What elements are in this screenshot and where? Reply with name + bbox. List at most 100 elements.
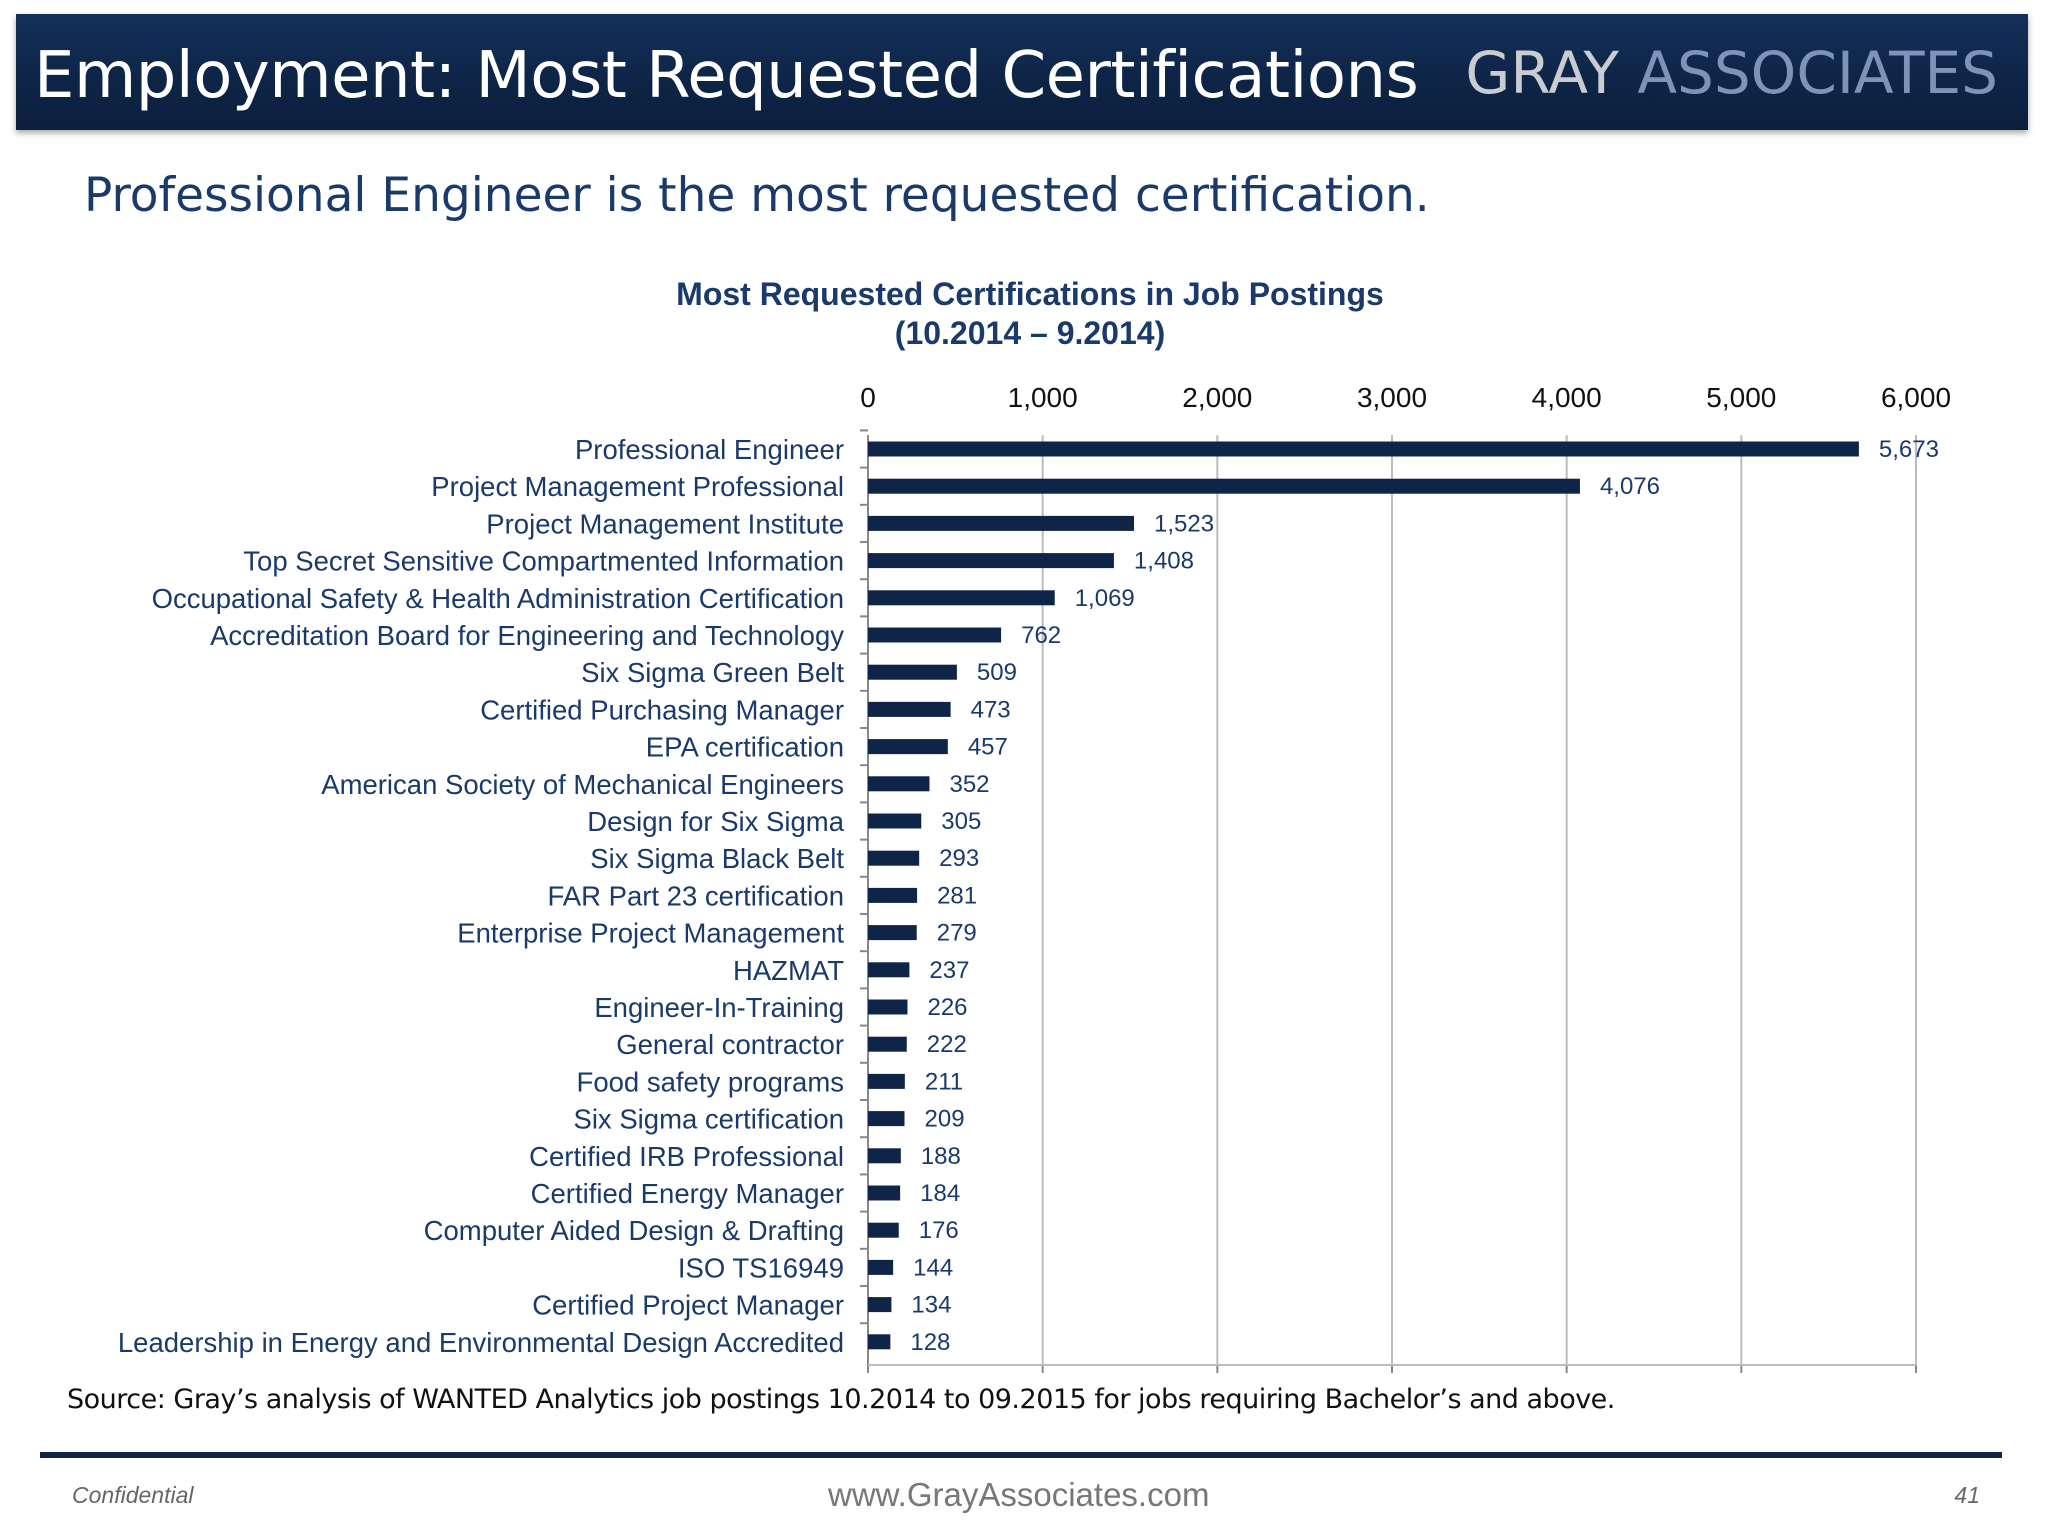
x-tick-label: 2,000 [1182, 382, 1252, 413]
slide-title: Employment: Most Requested Certification… [34, 39, 1419, 113]
slide-subtitle: Professional Engineer is the most reques… [84, 168, 1430, 223]
chart-title-date-range: (10.2014 – 9.2014) [895, 315, 1165, 351]
slide-header: Employment: Most Requested Certification… [16, 14, 2028, 130]
bar [868, 739, 948, 755]
category-label: Certified Purchasing Manager [480, 694, 844, 725]
logo-text-associates: ASSOCIATES [1637, 39, 1998, 107]
bar [868, 627, 1002, 643]
bar [868, 850, 920, 866]
gray-associates-logo: GRAY ASSOCIATES [1465, 44, 1998, 102]
bar [868, 701, 951, 717]
bar-value-label: 4,076 [1600, 473, 1660, 500]
chart-axes [860, 429, 1917, 1373]
logo-text-gray: GRAY [1465, 39, 1619, 107]
bar [868, 1185, 901, 1201]
bar-value-label: 184 [920, 1180, 960, 1207]
category-label: Certified Energy Manager [531, 1178, 844, 1209]
category-label: Certified Project Manager [532, 1290, 844, 1321]
category-label: General contractor [616, 1029, 844, 1060]
bar [868, 441, 1859, 457]
x-tick-label: 1,000 [1008, 382, 1078, 413]
bar [868, 1334, 891, 1350]
chart-gridlines [1041, 435, 1917, 1365]
x-tick-label: 4,000 [1532, 382, 1602, 413]
footer-page-number: 41 [1954, 1482, 1980, 1508]
bar [868, 1148, 901, 1164]
x-tick-label: 5,000 [1706, 382, 1776, 413]
footer-website-link[interactable]: www.GrayAssociates.com [828, 1476, 1210, 1513]
bar-value-label: 209 [925, 1106, 965, 1133]
bar-value-label: 352 [949, 771, 989, 798]
bar-value-label: 144 [913, 1254, 953, 1281]
category-label: Occupational Safety & Health Administrat… [152, 583, 844, 614]
category-label: Leadership in Energy and Environmental D… [118, 1327, 844, 1358]
category-label: Six Sigma Green Belt [581, 657, 844, 688]
bar [868, 962, 910, 978]
bar-value-label: 5,673 [1879, 436, 1939, 463]
bar-value-label: 762 [1021, 622, 1061, 649]
bar-value-label: 211 [925, 1068, 963, 1095]
bar [868, 1073, 905, 1089]
bar [868, 887, 918, 903]
category-label: Top Secret Sensitive Compartmented Infor… [243, 546, 844, 577]
bar-value-label: 1,069 [1075, 585, 1135, 612]
category-label: Design for Six Sigma [587, 806, 844, 837]
bar [868, 590, 1055, 606]
source-note: Source: Gray’s analysis of WANTED Analyt… [67, 1384, 1615, 1415]
footer-divider [40, 1452, 2002, 1458]
bar-value-label: 305 [941, 808, 981, 835]
x-tick-label: 3,000 [1357, 382, 1427, 413]
bar [868, 515, 1135, 531]
category-label: Six Sigma Black Belt [590, 843, 844, 874]
x-tick-label: 6,000 [1881, 382, 1951, 413]
bar [868, 925, 917, 941]
bar-value-label: 473 [971, 696, 1011, 723]
bar-value-label: 222 [927, 1031, 967, 1058]
certifications-bar-chart: Most Requested Certifications in Job Pos… [118, 276, 1951, 1373]
bar [868, 1222, 899, 1238]
category-label: Accreditation Board for Engineering and … [210, 620, 844, 651]
category-label: HAZMAT [733, 955, 844, 986]
bar [868, 1036, 907, 1052]
category-label: Professional Engineer [575, 434, 844, 465]
footer-confidential: Confidential [72, 1482, 194, 1508]
bar-value-label: 134 [911, 1292, 951, 1319]
bar-value-label: 1,523 [1154, 510, 1214, 537]
x-tick-label: 0 [860, 382, 876, 413]
bar [868, 1259, 894, 1275]
bar [868, 999, 908, 1015]
bar-value-label: 176 [919, 1217, 959, 1244]
bar [868, 664, 957, 680]
category-label: Project Management Professional [431, 471, 844, 502]
bar-value-label: 509 [977, 659, 1017, 686]
category-label: Enterprise Project Management [457, 918, 844, 949]
chart-labels: 0 1,000 2,000 3,000 4,000 5,000 6,000 Professio… [118, 382, 1951, 1358]
bar [868, 813, 922, 829]
bar [868, 478, 1580, 494]
bar-value-label: 128 [910, 1329, 950, 1356]
bar [868, 1297, 892, 1313]
category-label: Engineer-In-Training [594, 992, 844, 1023]
bar-value-label: 237 [929, 957, 969, 984]
category-label: Computer Aided Design & Drafting [424, 1215, 844, 1246]
category-label: EPA certification [646, 732, 844, 763]
bar-value-label: 1,408 [1134, 548, 1194, 575]
category-label: Six Sigma certification [573, 1104, 844, 1135]
bar [868, 1111, 905, 1127]
category-label: Food safety programs [577, 1066, 844, 1097]
category-label: ISO TS16949 [678, 1252, 844, 1283]
bar-value-label: 281 [937, 882, 977, 909]
bar-value-label: 226 [927, 994, 967, 1021]
bar-value-label: 188 [921, 1143, 961, 1170]
bar [868, 553, 1114, 569]
bar [868, 776, 930, 792]
category-label: Project Management Institute [486, 508, 844, 539]
bar-value-label: 279 [937, 920, 977, 947]
bar-value-label: 457 [968, 734, 1008, 761]
category-label: Certified IRB Professional [529, 1141, 844, 1172]
category-label: FAR Part 23 certification [547, 880, 844, 911]
category-label: American Society of Mechanical Engineers [321, 769, 844, 800]
chart-title: Most Requested Certifications in Job Pos… [676, 276, 1384, 312]
chart-bars [868, 441, 1859, 1350]
bar-value-label: 293 [939, 845, 979, 872]
